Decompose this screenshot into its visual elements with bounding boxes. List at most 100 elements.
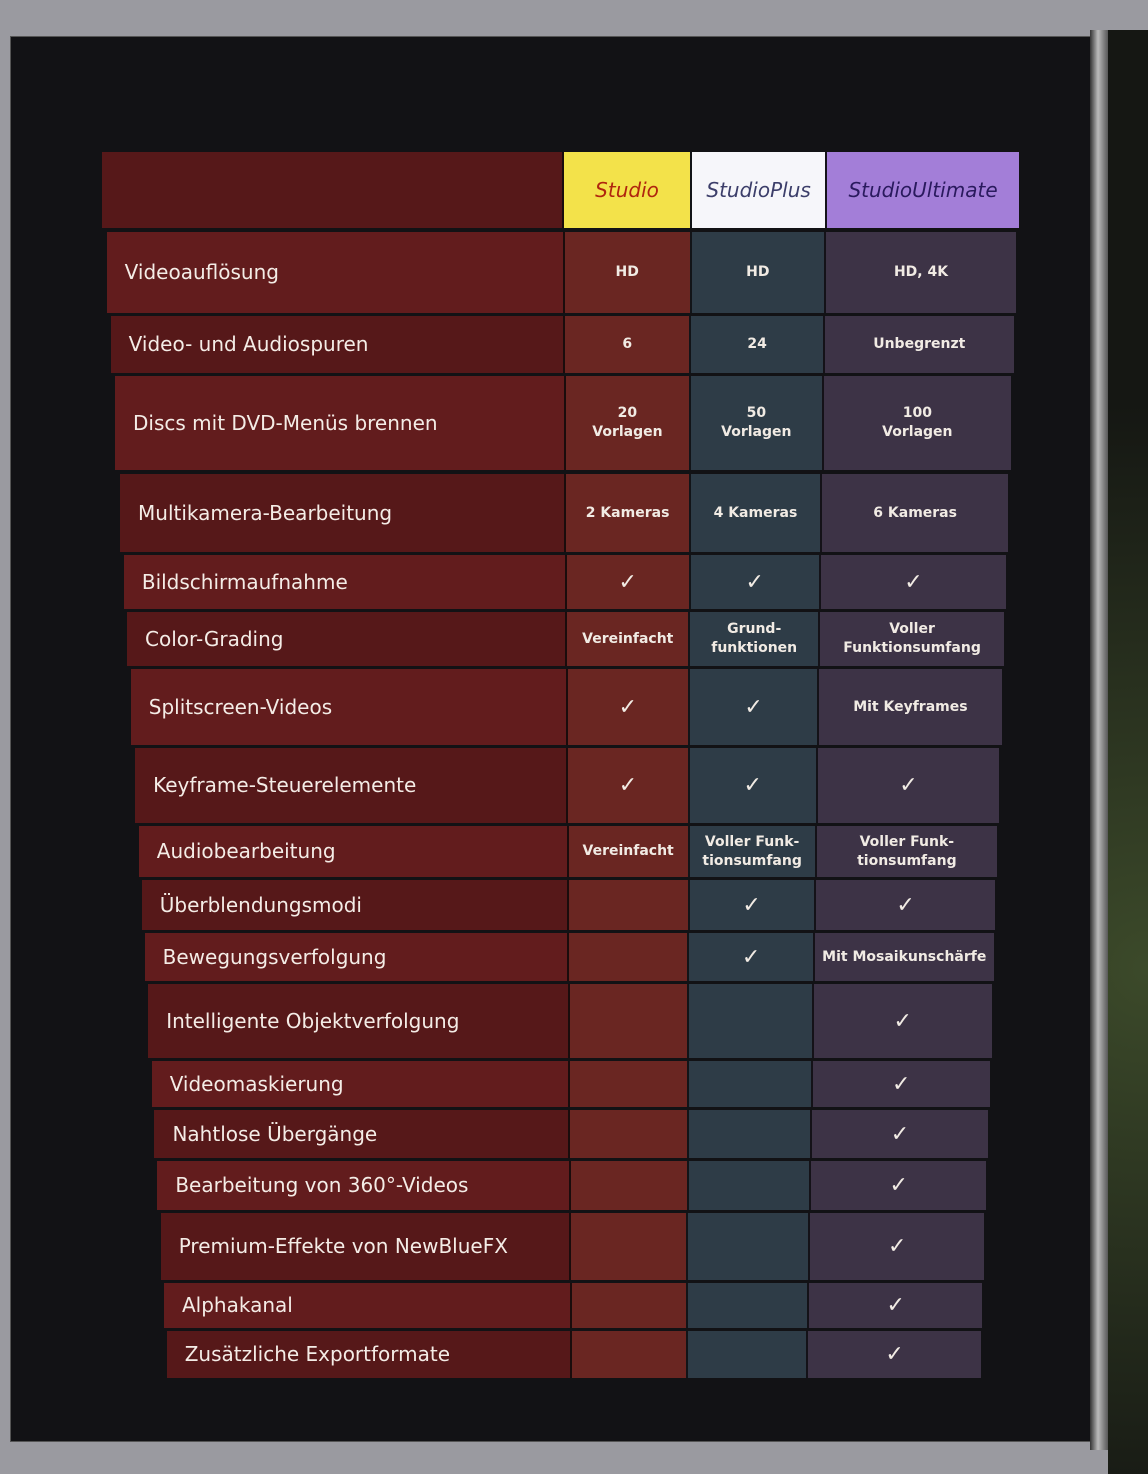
value-cell-studio-plus: [686, 1283, 808, 1328]
table-row: Alphakanal ✓: [163, 1283, 983, 1328]
value-cell-studio: [567, 933, 688, 981]
column-header-studio: Studio: [562, 152, 690, 228]
value-cell-studio: [569, 1283, 687, 1328]
value-cell-studio-plus: ✓: [687, 880, 814, 930]
value-text: HD, 4K: [893, 264, 949, 280]
value-cell-studio-plus: ✓: [688, 669, 817, 745]
feature-label: Color-Grading: [127, 612, 566, 666]
value-text: 2 Kameras: [585, 504, 670, 521]
value-text: Voller Funk- tionsumfang: [702, 833, 802, 869]
table-row: Intelligente Objektverfolgung ✓: [148, 984, 992, 1058]
value-cell-studio-ultimate: Unbegrenzt: [822, 316, 1014, 373]
value-text: 20 Vorlagen: [592, 405, 663, 440]
feature-label: Intelligente Objektverfolgung: [148, 984, 568, 1058]
value-cell-studio: [568, 1110, 687, 1158]
value-text: Vereinfacht: [582, 630, 674, 647]
value-cell-studio-ultimate: ✓: [813, 880, 996, 930]
value-text: 100 Vorlagen: [882, 405, 953, 440]
check-icon: ✓: [893, 1008, 912, 1034]
table-row: Videomaskierung ✓: [151, 1061, 990, 1107]
feature-label: Discs mit DVD-Menüs brennen: [115, 376, 564, 470]
value-text: 4 Kameras: [713, 504, 798, 521]
value-cell-studio-ultimate: Voller Funk- tionsumfang: [814, 826, 998, 877]
check-icon: ✓: [742, 892, 761, 918]
value-cell-studio-ultimate: ✓: [810, 1061, 990, 1107]
column-header-line: Studio: [706, 177, 771, 202]
value-cell-studio: [568, 1161, 687, 1210]
value-cell-studio-ultimate: ✓: [806, 1331, 981, 1378]
value-text: Voller Funktionsumfang: [843, 621, 981, 656]
value-cell-studio-plus: ✓: [688, 555, 819, 609]
check-icon: ✓: [618, 569, 637, 595]
value-cell-studio-ultimate: HD, 4K: [824, 232, 1017, 313]
value-cell-studio-ultimate: 100 Vorlagen: [821, 376, 1012, 470]
value-text: Unbegrenzt: [873, 336, 966, 352]
value-cell-studio-ultimate: ✓: [815, 748, 1000, 823]
table-row: Multikamera-Bearbeitung 2 Kameras 4 Kamera…: [120, 474, 1009, 552]
feature-label: Keyframe-Steuerelemente: [135, 748, 567, 823]
feature-label: Multikamera-Bearbeitung: [120, 474, 565, 552]
table-row: Bildschirmaufnahme ✓ ✓ ✓: [123, 555, 1006, 609]
value-cell-studio-plus: Voller Funk- tionsumfang: [687, 826, 815, 877]
feature-label: Bildschirmaufnahme: [123, 555, 565, 609]
value-cell-studio-plus: 4 Kameras: [688, 474, 821, 552]
value-cell-studio: HD: [562, 232, 690, 313]
value-text: Voller Funk- tionsumfang: [857, 833, 957, 869]
value-cell-studio-ultimate: ✓: [809, 1110, 988, 1158]
check-icon: ✓: [889, 1173, 908, 1198]
value-cell-studio-ultimate: ✓: [811, 984, 992, 1058]
value-cell-studio-plus: [687, 984, 812, 1058]
check-icon: ✓: [743, 773, 762, 798]
box-right-panel: [1108, 30, 1148, 1474]
value-cell-studio-plus: [686, 1331, 807, 1378]
value-cell-studio-ultimate: ✓: [818, 555, 1006, 609]
check-icon: ✓: [891, 1071, 911, 1097]
feature-label: Zusätzliche Exportformate: [166, 1331, 570, 1378]
table-row: Splitscreen-Videos ✓ ✓ Mit Keyframes: [130, 669, 1002, 745]
value-cell-studio-plus: 50 Vorlagen: [689, 376, 822, 470]
column-header-line: Studio: [595, 177, 659, 202]
feature-label: Premium-Effekte von NewBlueFX: [160, 1213, 570, 1280]
table-row: Premium-Effekte von NewBlueFX ✓: [160, 1213, 985, 1280]
value-text: 24: [747, 336, 767, 352]
header-row: Studio Studio Plus Studio Ultimate: [102, 152, 1019, 228]
header-empty-cell: [102, 152, 563, 228]
value-text: Vereinfacht: [582, 843, 674, 859]
table-row: Keyframe-Steuerelemente ✓ ✓ ✓: [135, 748, 1000, 823]
value-cell-studio-ultimate: ✓: [809, 1161, 987, 1210]
box-spine: [1090, 30, 1110, 1450]
value-cell-studio: [567, 984, 688, 1058]
check-icon: ✓: [887, 1234, 907, 1259]
value-cell-studio-plus: [686, 1161, 810, 1210]
value-cell-studio-plus: [686, 1061, 811, 1107]
table-row: Überblendungsmodi ✓ ✓: [141, 880, 996, 930]
value-text: 6 Kameras: [873, 504, 957, 521]
value-text: Mit Mosaikunschärfe: [822, 948, 987, 965]
value-cell-studio-plus: [686, 1213, 809, 1280]
check-icon: ✓: [741, 944, 761, 970]
value-cell-studio: ✓: [566, 748, 688, 823]
check-icon: ✓: [618, 694, 638, 720]
value-cell-studio: Vereinfacht: [566, 826, 688, 877]
value-cell-studio: [568, 1061, 687, 1107]
feature-label: Splitscreen-Videos: [130, 669, 566, 745]
check-icon: ✓: [618, 773, 638, 798]
column-header-line: Plus: [770, 177, 811, 202]
feature-label: Videomaskierung: [151, 1061, 569, 1107]
value-text: Grund- funktionen: [711, 621, 798, 656]
table-row: Videoauflösung HD HD HD, 4K: [106, 232, 1017, 313]
table-row: Color-Grading Vereinfacht Grund- funktione…: [127, 612, 1005, 666]
table-row: Audiobearbeitung Vereinfacht Voller Funk- …: [138, 826, 998, 877]
value-cell-studio-plus: 24: [689, 316, 823, 373]
table-row: Nahtlose Übergänge ✓: [154, 1110, 988, 1158]
value-cell-studio: 2 Kameras: [564, 474, 689, 552]
table-row: Discs mit DVD-Menüs brennen 20 Vorlagen 50…: [115, 376, 1012, 470]
check-icon: ✓: [890, 1121, 910, 1147]
value-cell-studio-plus: [686, 1110, 810, 1158]
value-text: Mit Keyframes: [853, 698, 968, 715]
value-cell-studio-plus: Grund- funktionen: [688, 612, 819, 666]
feature-label: Bewegungsverfolgung: [144, 933, 568, 981]
feature-label: Videoauflösung: [106, 232, 563, 313]
value-cell-studio: 6: [563, 316, 690, 373]
check-icon: ✓: [899, 773, 918, 798]
